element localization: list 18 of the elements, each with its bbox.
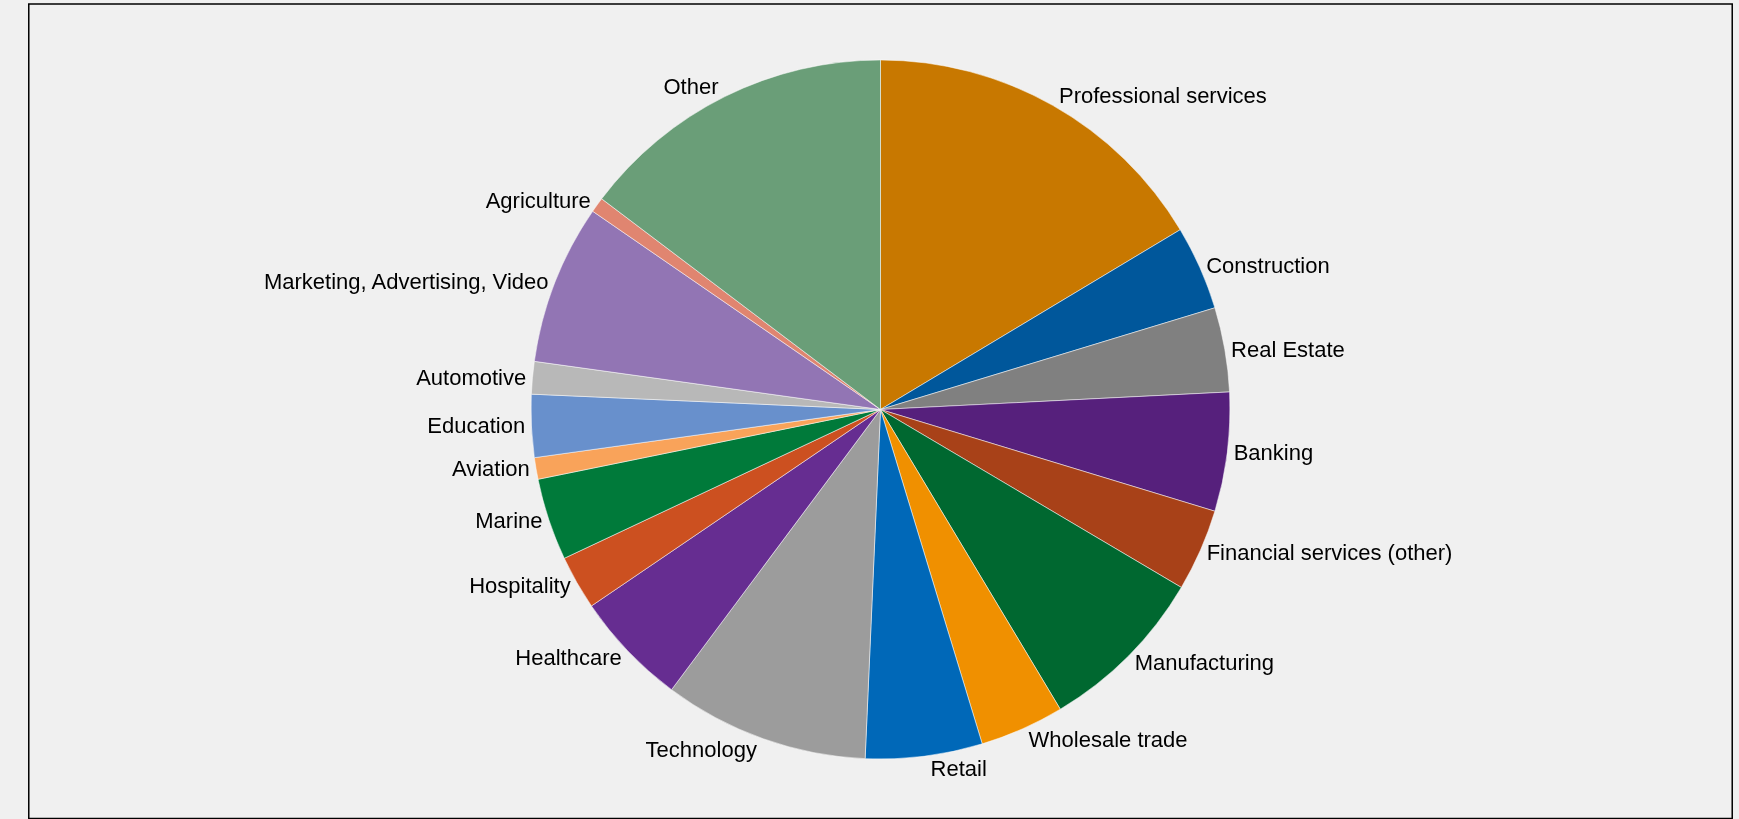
slice-label: Retail: [930, 756, 987, 782]
slice-label: Construction: [1206, 253, 1330, 279]
slice-label: Healthcare: [515, 644, 622, 670]
slice-label: Other: [663, 74, 719, 100]
slice-label: Aviation: [451, 456, 530, 482]
slice-label: Hospitality: [469, 573, 571, 599]
slice-label: Wholesale trade: [1028, 726, 1188, 752]
slice-label: Marketing, Advertising, Video: [263, 268, 549, 294]
slice-label: Professional services: [1058, 83, 1267, 109]
slice-label: Technology: [645, 737, 757, 763]
slice-label: Automotive: [416, 365, 527, 391]
slice-label: Financial services (other): [1206, 539, 1453, 565]
slice-label: Education: [427, 413, 526, 439]
slice-label: Agriculture: [485, 188, 591, 214]
slice-label: Real Estate: [1231, 336, 1345, 362]
slice-label: Banking: [1233, 439, 1314, 465]
slice-label: Marine: [475, 508, 543, 534]
slice-label: Manufacturing: [1134, 649, 1275, 675]
